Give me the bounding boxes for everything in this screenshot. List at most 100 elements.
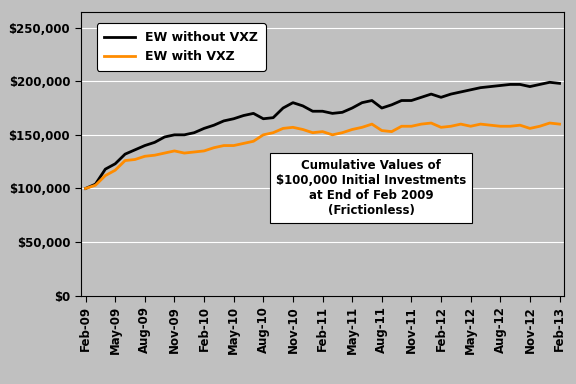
EW without VXZ — [319, 109, 326, 114]
EW with VXZ — [112, 168, 119, 172]
EW without VXZ — [408, 98, 415, 103]
EW without VXZ — [270, 115, 276, 120]
EW with VXZ — [438, 125, 445, 130]
EW with VXZ — [329, 132, 336, 137]
EW with VXZ — [526, 126, 533, 131]
EW with VXZ — [398, 124, 405, 129]
EW with VXZ — [309, 131, 316, 135]
EW without VXZ — [467, 88, 474, 92]
EW with VXZ — [82, 186, 89, 191]
EW with VXZ — [221, 143, 228, 148]
EW without VXZ — [92, 182, 99, 187]
EW with VXZ — [171, 149, 178, 153]
EW with VXZ — [240, 141, 247, 146]
EW with VXZ — [131, 157, 138, 162]
EW with VXZ — [319, 129, 326, 134]
EW without VXZ — [448, 92, 454, 96]
EW without VXZ — [388, 103, 395, 107]
EW without VXZ — [102, 167, 109, 171]
EW without VXZ — [230, 116, 237, 121]
EW with VXZ — [388, 129, 395, 134]
EW with VXZ — [250, 139, 257, 144]
EW without VXZ — [279, 106, 286, 110]
EW with VXZ — [418, 122, 425, 126]
EW without VXZ — [497, 83, 504, 88]
EW with VXZ — [300, 127, 306, 132]
EW without VXZ — [112, 162, 119, 166]
EW with VXZ — [507, 124, 514, 129]
EW without VXZ — [398, 98, 405, 103]
Text: Cumulative Values of
$100,000 Initial Investments
at End of Feb 2009
(Frictionle: Cumulative Values of $100,000 Initial In… — [276, 159, 466, 217]
EW without VXZ — [200, 126, 207, 131]
EW with VXZ — [457, 122, 464, 126]
EW with VXZ — [359, 125, 366, 130]
EW without VXZ — [339, 110, 346, 114]
EW without VXZ — [418, 95, 425, 99]
EW without VXZ — [131, 147, 138, 152]
EW with VXZ — [408, 124, 415, 129]
EW without VXZ — [240, 113, 247, 118]
EW with VXZ — [369, 122, 376, 126]
EW without VXZ — [536, 82, 543, 87]
EW without VXZ — [378, 106, 385, 110]
EW with VXZ — [536, 124, 543, 129]
EW without VXZ — [477, 85, 484, 90]
EW without VXZ — [221, 119, 228, 123]
EW with VXZ — [517, 123, 524, 127]
EW with VXZ — [260, 132, 267, 137]
EW without VXZ — [329, 111, 336, 116]
EW without VXZ — [348, 106, 355, 110]
EW with VXZ — [546, 121, 553, 125]
EW with VXZ — [290, 125, 297, 130]
EW without VXZ — [171, 132, 178, 137]
EW with VXZ — [467, 124, 474, 129]
EW with VXZ — [487, 123, 494, 127]
EW with VXZ — [556, 122, 563, 126]
EW without VXZ — [309, 109, 316, 114]
EW without VXZ — [546, 80, 553, 84]
EW with VXZ — [448, 124, 454, 129]
EW without VXZ — [487, 84, 494, 89]
EW with VXZ — [339, 131, 346, 135]
EW with VXZ — [348, 127, 355, 132]
EW without VXZ — [260, 116, 267, 121]
EW without VXZ — [161, 135, 168, 139]
EW without VXZ — [517, 82, 524, 87]
EW without VXZ — [181, 132, 188, 137]
EW with VXZ — [497, 124, 504, 129]
EW without VXZ — [457, 89, 464, 94]
EW without VXZ — [428, 92, 435, 96]
EW with VXZ — [270, 131, 276, 135]
EW without VXZ — [191, 131, 198, 135]
EW without VXZ — [151, 140, 158, 145]
EW without VXZ — [290, 100, 297, 105]
EW with VXZ — [200, 149, 207, 153]
EW with VXZ — [230, 143, 237, 148]
EW with VXZ — [181, 151, 188, 156]
EW without VXZ — [369, 98, 376, 103]
EW without VXZ — [556, 81, 563, 86]
EW with VXZ — [477, 122, 484, 126]
EW without VXZ — [526, 84, 533, 89]
EW with VXZ — [161, 151, 168, 156]
EW with VXZ — [92, 183, 99, 187]
EW with VXZ — [151, 153, 158, 157]
EW without VXZ — [141, 143, 148, 148]
EW with VXZ — [122, 158, 128, 163]
EW without VXZ — [82, 186, 89, 191]
EW with VXZ — [428, 121, 435, 125]
EW with VXZ — [141, 154, 148, 159]
EW with VXZ — [191, 150, 198, 154]
EW without VXZ — [507, 82, 514, 87]
Line: EW without VXZ: EW without VXZ — [86, 82, 559, 189]
EW without VXZ — [122, 152, 128, 156]
EW without VXZ — [300, 104, 306, 108]
Legend: EW without VXZ, EW with VXZ: EW without VXZ, EW with VXZ — [97, 23, 266, 71]
EW without VXZ — [438, 95, 445, 99]
EW with VXZ — [378, 128, 385, 133]
EW with VXZ — [210, 146, 217, 150]
Line: EW with VXZ: EW with VXZ — [86, 123, 559, 189]
EW without VXZ — [250, 111, 257, 116]
EW with VXZ — [279, 126, 286, 131]
EW with VXZ — [102, 173, 109, 178]
